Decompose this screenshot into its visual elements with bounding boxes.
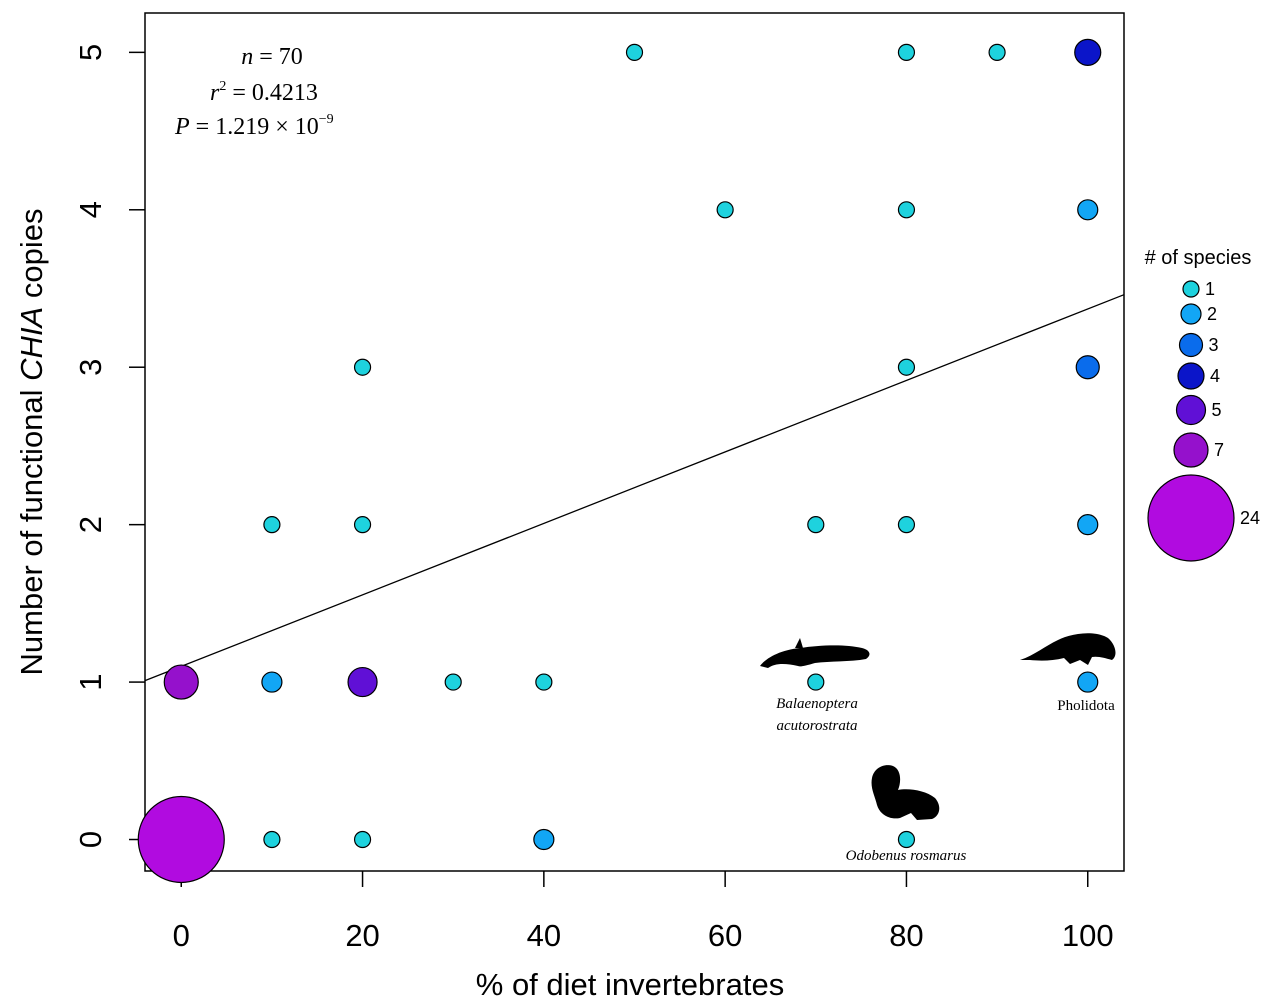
data-point <box>807 673 825 691</box>
data-point <box>897 43 916 61</box>
y-tick-label: 2 <box>73 516 108 533</box>
data-point <box>897 358 916 376</box>
legend-swatch <box>1182 280 1200 298</box>
data-point <box>1077 671 1099 693</box>
legend-swatch <box>1147 474 1235 562</box>
stats-annotation: n = 70 r2 = 0.4213 P = 1.219 × 10−9 <box>174 44 334 140</box>
data-point <box>897 830 916 849</box>
legend: # of species 1 2 3 4 5 7 24 <box>1145 247 1260 562</box>
data-point <box>535 673 553 691</box>
stats-p: P = 1.219 × 10−9 <box>174 112 334 140</box>
data-point <box>353 516 372 534</box>
points-layer <box>137 38 1102 884</box>
stats-r2: r2 = 0.4213 <box>210 79 318 106</box>
y-axis: 0 1 2 3 4 5 <box>73 44 145 848</box>
x-axis-label: % of diet invertebrates <box>476 967 784 1002</box>
legend-title: # of species <box>1145 247 1252 269</box>
y-tick-label: 3 <box>73 359 108 376</box>
legend-label: 4 <box>1210 366 1220 386</box>
data-point <box>347 666 378 698</box>
data-point <box>163 664 199 700</box>
x-tick-label: 0 <box>173 918 190 953</box>
data-point <box>263 830 281 849</box>
data-point <box>807 516 825 534</box>
data-point <box>353 830 372 849</box>
data-point <box>1074 38 1102 66</box>
stats-n: n = 70 <box>241 44 303 70</box>
legend-swatch <box>1180 303 1202 325</box>
data-point <box>625 43 644 61</box>
y-tick-label: 5 <box>73 44 108 61</box>
x-tick-label: 20 <box>345 918 379 953</box>
data-point <box>444 673 462 691</box>
regression-line <box>144 294 1125 682</box>
annotation-whale-line2: acutorostrata <box>776 718 857 734</box>
annotation-whale-line1: Balaenoptera <box>776 696 858 712</box>
legend-label: 1 <box>1205 279 1215 299</box>
whale-silhouette-icon <box>760 638 870 668</box>
annotation-walrus: Odobenus rosmarus <box>846 848 967 864</box>
y-tick-label: 4 <box>73 201 108 218</box>
data-point <box>1077 199 1099 221</box>
walrus-silhouette-icon <box>871 765 940 820</box>
legend-label: 3 <box>1209 335 1219 355</box>
legend-swatch <box>1177 362 1205 390</box>
data-point <box>1077 514 1099 536</box>
annotation-pangolin: Pholidota <box>1057 698 1115 714</box>
data-point <box>353 358 372 376</box>
pangolin-silhouette-icon <box>1020 633 1116 665</box>
data-point <box>1075 355 1100 380</box>
legend-label: 7 <box>1214 440 1224 460</box>
legend-swatch <box>1173 432 1209 468</box>
plot-frame <box>144 12 1125 872</box>
data-point <box>897 516 916 534</box>
data-point <box>533 828 555 851</box>
x-axis: 0 20 40 60 80 100 <box>173 871 1114 953</box>
data-point <box>716 201 734 219</box>
regression-line-layer <box>144 294 1125 682</box>
legend-label: 2 <box>1207 304 1217 324</box>
x-tick-label: 60 <box>708 918 742 953</box>
y-tick-label: 1 <box>73 673 108 690</box>
x-tick-label: 80 <box>889 918 923 953</box>
data-point <box>988 43 1006 61</box>
x-tick-label: 100 <box>1062 918 1114 953</box>
x-tick-label: 40 <box>527 918 561 953</box>
legend-label: 24 <box>1240 508 1260 528</box>
data-point <box>261 671 283 693</box>
y-axis-label: Number of functional CHIA copies <box>14 209 49 676</box>
data-point <box>897 201 916 219</box>
legend-swatch <box>1175 394 1207 426</box>
data-point <box>263 516 281 534</box>
legend-swatch <box>1178 332 1204 358</box>
y-tick-label: 0 <box>73 831 108 848</box>
data-point <box>137 795 225 884</box>
legend-label: 5 <box>1212 400 1222 420</box>
